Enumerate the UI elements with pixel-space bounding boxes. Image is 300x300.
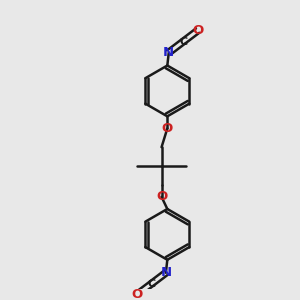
Text: N: N xyxy=(160,266,171,279)
Text: N: N xyxy=(163,46,174,59)
Text: C: C xyxy=(147,279,155,289)
Text: O: O xyxy=(162,122,173,135)
Text: O: O xyxy=(192,24,203,37)
Text: C: C xyxy=(179,37,187,46)
Text: O: O xyxy=(156,190,167,203)
Text: O: O xyxy=(131,288,142,300)
